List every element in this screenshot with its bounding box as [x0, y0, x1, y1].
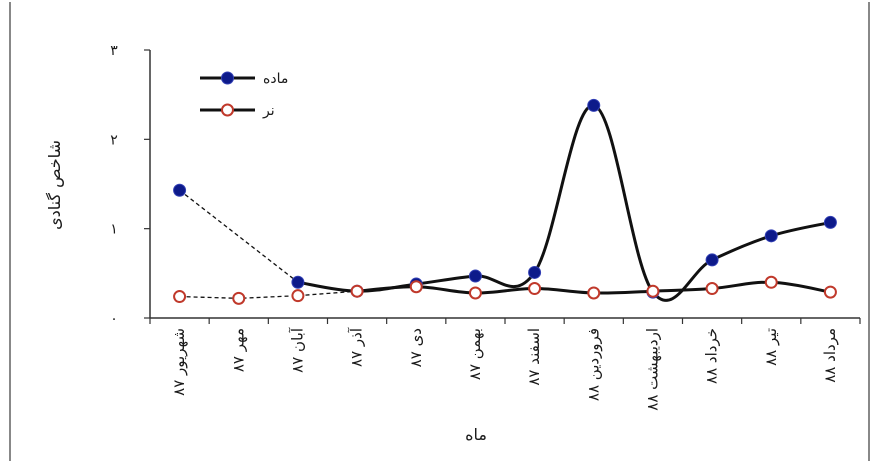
- series-1-dashed-line: [179, 290, 358, 299]
- y-tick-label: ۲: [110, 132, 118, 148]
- series-1-point: [409, 280, 423, 294]
- series-1-point: [646, 284, 660, 298]
- x-category-label: تیر ۸۸: [762, 328, 780, 366]
- series-0-point: [528, 265, 542, 279]
- legend-marker-1: [221, 103, 234, 117]
- y-tick-label: ۱: [110, 222, 118, 238]
- series-0-dashed-line: [179, 189, 299, 283]
- x-category-label: اردیبهشت ۸۸: [643, 328, 661, 411]
- x-category-label: آبان ۸۷: [288, 327, 306, 373]
- series-1-point: [705, 282, 719, 296]
- x-category-label: خرداد ۸۸: [703, 328, 721, 384]
- series-1-point: [350, 284, 364, 298]
- x-category-label: اسفند ۸۷: [525, 328, 543, 386]
- x-category-label: آذر ۸۷: [348, 327, 366, 367]
- axes-group: ۰ ۱ ۲ ۳ شهریور ۸۷ مهر ۸۷ آبان ۸۷ آذر ۸۷ دی ۸۷ بهم…: [45, 43, 861, 444]
- x-category-label: فروردین ۸۸: [584, 328, 602, 401]
- series-0-point: [705, 253, 719, 267]
- series-1-point: [587, 286, 601, 300]
- legend-label-1: نر: [262, 103, 275, 119]
- y-axis-title: شاخص گنادی: [45, 140, 65, 230]
- series-0-point: [587, 98, 601, 112]
- x-category-label: شهریور ۸۷: [170, 328, 188, 396]
- series-1-point: [291, 289, 305, 303]
- series-0-point: [291, 275, 305, 289]
- series-markers: [173, 98, 837, 305]
- x-axis-title: ماه: [465, 425, 487, 444]
- series-1-point: [468, 286, 482, 300]
- x-category-label: مهر ۸۷: [229, 328, 247, 372]
- y-tick-label: ۳: [110, 43, 118, 59]
- series-1-point: [528, 282, 542, 296]
- y-tick-label: ۰: [110, 311, 118, 327]
- series-0-point: [468, 269, 482, 283]
- legend-label-0: ماده: [263, 71, 288, 87]
- series-1-point: [764, 275, 778, 289]
- series-1-point: [232, 291, 246, 305]
- series-0-point: [764, 229, 778, 243]
- series-0-solid-line: [297, 103, 831, 302]
- x-category-label: بهمن ۸۷: [466, 328, 484, 380]
- x-category-label: مرداد ۸۸: [821, 328, 839, 383]
- series-1-point: [173, 290, 187, 304]
- legend: ماده نر: [200, 71, 288, 119]
- series-0-point: [823, 215, 837, 229]
- series-1-point: [823, 285, 837, 299]
- series-lines: [179, 103, 831, 302]
- legend-marker-0: [221, 71, 234, 85]
- x-category-label: دی ۸۷: [407, 328, 425, 367]
- series-0-point: [173, 183, 187, 197]
